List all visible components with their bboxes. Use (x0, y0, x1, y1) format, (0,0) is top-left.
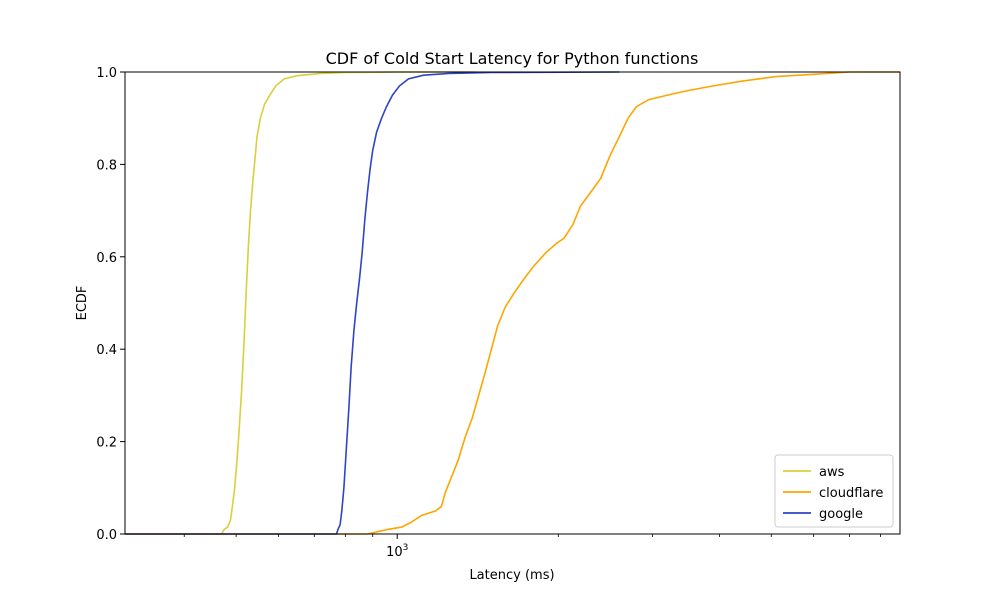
y-axis-label: ECDF (75, 286, 90, 321)
series-line-cloudflare (125, 71, 900, 535)
series-line-aws (125, 71, 476, 535)
y-axis: 0.0 0.2 0.4 0.6 0.8 1.0 (96, 66, 125, 543)
legend-label-cloudflare: cloudflare (819, 486, 883, 501)
y-tick-label: 0.8 (96, 158, 117, 173)
series-line-google (125, 71, 620, 535)
legend: aws cloudflare google (774, 454, 894, 528)
series-layer (125, 71, 900, 535)
y-tick-label: 0.0 (96, 528, 117, 543)
y-tick-label: 1.0 (96, 66, 117, 81)
y-tick-label: 0.6 (96, 251, 117, 266)
plot-frame (124, 71, 901, 535)
legend-box (774, 454, 894, 528)
x-tick-label: 103 (386, 543, 408, 560)
legend-label-aws: aws (819, 465, 845, 480)
chart-title: CDF of Cold Start Latency for Python fun… (326, 49, 699, 68)
x-axis: 103 (183, 534, 881, 560)
y-tick-label: 0.4 (96, 343, 117, 358)
y-tick-label: 0.2 (96, 436, 117, 451)
legend-label-google: google (819, 507, 863, 522)
x-axis-label: Latency (ms) (469, 568, 554, 583)
